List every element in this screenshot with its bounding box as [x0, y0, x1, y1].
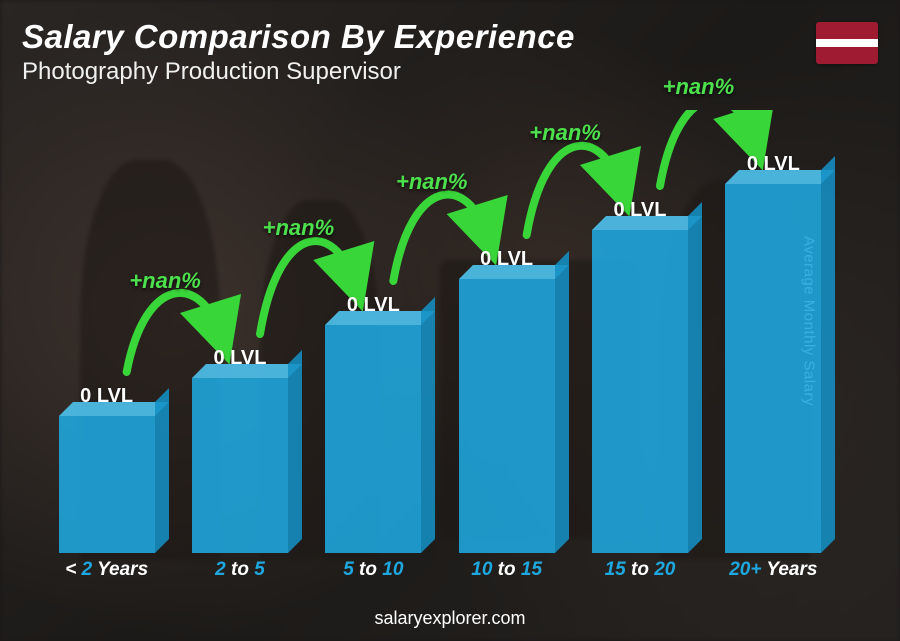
x-axis-label: 20+ Years	[707, 559, 840, 581]
x-axis-label: < 2 Years	[40, 559, 173, 581]
pct-change-label: +nan%	[529, 120, 601, 146]
x-axis-labels: < 2 Years2 to 55 to 1010 to 1515 to 2020…	[40, 559, 840, 581]
pct-change-label: +nan%	[129, 268, 201, 294]
pct-change-label: +nan%	[663, 74, 735, 100]
x-axis-label: 2 to 5	[173, 559, 306, 581]
chart-title: Salary Comparison By Experience	[22, 18, 575, 56]
bar-slot: 0 LVL	[40, 110, 173, 553]
chart-subtitle: Photography Production Supervisor	[22, 58, 575, 86]
title-block: Salary Comparison By Experience Photogra…	[22, 18, 575, 86]
pct-change-label: +nan%	[396, 169, 468, 195]
bar	[592, 230, 688, 553]
x-axis-label: 15 to 20	[573, 559, 706, 581]
bar	[459, 279, 555, 553]
bar	[192, 378, 288, 553]
x-axis-label: 5 to 10	[307, 559, 440, 581]
bar	[325, 325, 421, 553]
bar-slot: 0 LVL	[573, 110, 706, 553]
country-flag	[816, 22, 878, 64]
pct-change-label: +nan%	[263, 215, 335, 241]
x-axis-label: 10 to 15	[440, 559, 573, 581]
bar	[59, 416, 155, 553]
chart-area: 0 LVL0 LVL0 LVL0 LVL0 LVL0 LVL < 2 Years…	[40, 110, 840, 581]
bar-slot: 0 LVL	[707, 110, 840, 553]
bar	[725, 184, 821, 553]
bar-slot: 0 LVL	[173, 110, 306, 553]
footer-credit: salaryexplorer.com	[0, 608, 900, 629]
